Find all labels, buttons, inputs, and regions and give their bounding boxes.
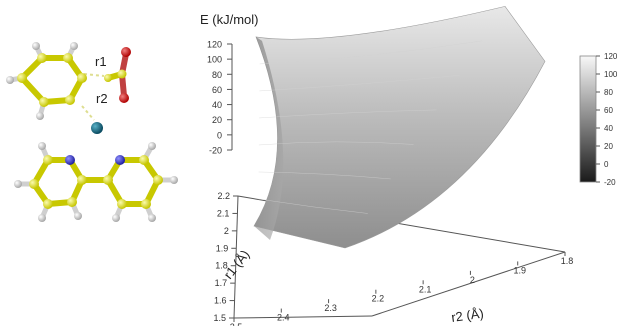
atom — [139, 155, 149, 165]
r1-tick-label: 2.2 — [217, 191, 230, 201]
z-tick-label: -20 — [209, 146, 222, 156]
atom — [117, 199, 127, 209]
atom — [65, 95, 75, 105]
atom — [14, 180, 22, 188]
r1-tick-label: 1.5 — [213, 313, 226, 323]
atom — [91, 122, 103, 134]
molecule-top-bonds — [19, 55, 85, 105]
z-tick-label: 120 — [207, 40, 222, 50]
atom — [148, 142, 156, 150]
atom — [141, 199, 151, 209]
atom — [112, 214, 120, 222]
base-edge-front — [233, 315, 373, 319]
colorbar: 120 100 80 60 40 20 0 -20 — [579, 52, 618, 187]
z-axis-label: E (kJ/mol) — [200, 12, 259, 27]
atom — [77, 73, 87, 83]
label-r2: r2 — [96, 91, 108, 106]
atom — [43, 199, 53, 209]
z-tick-label: 100 — [207, 55, 222, 65]
atom — [74, 212, 82, 220]
atom — [67, 197, 77, 207]
atom — [77, 175, 87, 185]
base-edge-left — [233, 195, 239, 319]
colorbar-ticks: 120 100 80 60 40 20 0 -20 — [596, 52, 618, 187]
colorbar-tick-label: 120 — [604, 52, 618, 61]
r2-tick-label: 1.9 — [513, 265, 526, 275]
z-tick-label: 40 — [212, 100, 222, 110]
atom — [37, 53, 47, 63]
z-tick-label: 60 — [212, 85, 222, 95]
label-r1: r1 — [95, 54, 107, 69]
surface-edge-shade — [254, 36, 284, 240]
colorbar-tick-label: 20 — [604, 142, 613, 151]
colorbar-tick-label: 0 — [604, 160, 609, 169]
atom — [65, 155, 75, 165]
atom — [43, 155, 53, 165]
molecule-bottom-bonds — [31, 157, 161, 207]
surface-plot: E (kJ/mol) 120 100 80 60 40 20 0 -20 2.2 2.1 2 1.9… — [200, 6, 573, 326]
colorbar-tick-label: 60 — [604, 106, 613, 115]
colorbar-tick-label: 80 — [604, 88, 613, 97]
bond-r1 — [83, 73, 105, 77]
r2-tick-label: 2.4 — [277, 313, 290, 323]
atom — [70, 42, 78, 50]
r2-tick-label: 2 — [470, 275, 475, 285]
r1-tick-label: 2.1 — [217, 208, 230, 218]
r1-tick-label: 1.7 — [215, 278, 228, 288]
r1-tick-label: 1.6 — [214, 296, 227, 306]
atom — [36, 112, 44, 120]
surface-contour — [258, 141, 414, 146]
molecule-bottom — [14, 142, 178, 222]
atom — [38, 214, 46, 222]
atom — [32, 42, 40, 50]
surface-face — [253, 6, 546, 249]
r1-tick-label: 1.9 — [216, 243, 229, 253]
atom — [6, 76, 14, 84]
r1-tick-label: 1.8 — [215, 261, 228, 271]
atom — [63, 53, 73, 63]
atom — [29, 179, 39, 189]
atom — [119, 93, 129, 103]
colorbar-gradient — [579, 55, 597, 183]
surface-contour — [259, 75, 460, 92]
z-tick-label: 80 — [212, 70, 222, 80]
surface-contour — [259, 109, 437, 119]
atom — [104, 74, 112, 82]
colorbar-tick-label: 100 — [604, 70, 618, 79]
molecule-top: r1 r2 — [6, 42, 131, 134]
r2-tick-label: 2.2 — [372, 294, 385, 304]
colorbar-tick-label: -20 — [604, 178, 616, 187]
atom — [117, 69, 127, 79]
atom — [39, 97, 49, 107]
atom — [17, 73, 27, 83]
r1-tick-label: 2 — [224, 226, 229, 236]
r2-axis-label: r2 (Å) — [450, 306, 484, 325]
atom — [38, 142, 46, 150]
r2-tick-label: 2.3 — [324, 303, 337, 313]
r1-axis-ticks: 2.2 2.1 2 1.9 1.8 1.7 1.6 1.5 — [213, 191, 238, 323]
base-edge-right — [371, 251, 566, 317]
surface-contour — [259, 40, 483, 65]
atom — [153, 175, 163, 185]
z-axis-ticks: 120 100 80 60 40 20 0 -20 — [207, 40, 233, 156]
atom — [121, 47, 131, 57]
r2-tick-label: 1.8 — [561, 256, 574, 266]
z-tick-label: 0 — [217, 130, 222, 140]
atom — [170, 176, 178, 184]
z-tick-label: 20 — [212, 115, 222, 125]
colorbar-tick-label: 40 — [604, 124, 613, 133]
surface-contour — [258, 171, 391, 180]
surface-contour — [258, 198, 368, 214]
r2-tick-label: 2.5 — [230, 322, 243, 326]
atom — [103, 175, 113, 185]
r2-axis-ticks: 2.5 2.4 2.3 2.2 2.1 2 1.9 1.8 — [230, 252, 574, 326]
r2-tick-label: 2.1 — [419, 284, 432, 294]
energy-surface — [253, 6, 546, 249]
bond-r2 — [81, 105, 95, 121]
atom — [115, 155, 125, 165]
atom — [148, 214, 156, 222]
